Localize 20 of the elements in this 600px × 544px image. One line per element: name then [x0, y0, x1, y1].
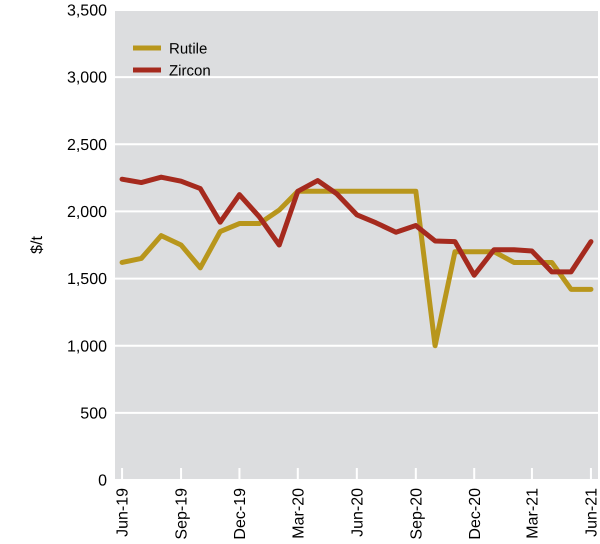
x-tick-label: Dec-19	[232, 488, 250, 540]
legend-label: Zircon	[169, 62, 211, 80]
x-tick-label: Mar-20	[290, 488, 308, 539]
x-tick-label: Mar-21	[524, 488, 542, 539]
x-tick-label: Sep-20	[408, 488, 426, 540]
y-tick-label: 2,000	[66, 204, 108, 222]
y-tick-label: 1,000	[66, 338, 108, 356]
y-tick-label: 3,000	[66, 70, 108, 87]
x-tick-label: Sep-19	[174, 488, 191, 540]
y-tick-label: 0	[98, 472, 108, 490]
x-tick-label: Jun-20	[349, 488, 366, 537]
x-tick-label: Dec-20	[466, 488, 484, 540]
x-tick-label: Jun-19	[114, 488, 132, 537]
y-tick-label: 500	[80, 405, 108, 422]
x-tick-label: Jun-21	[584, 488, 600, 537]
y-axis-title: $/t	[29, 236, 46, 254]
y-tick-label: 1,500	[66, 271, 108, 288]
y-tick-label: 3,500	[66, 2, 108, 20]
y-tick-label: 2,500	[66, 136, 108, 154]
legend-label: Rutile	[169, 40, 208, 58]
